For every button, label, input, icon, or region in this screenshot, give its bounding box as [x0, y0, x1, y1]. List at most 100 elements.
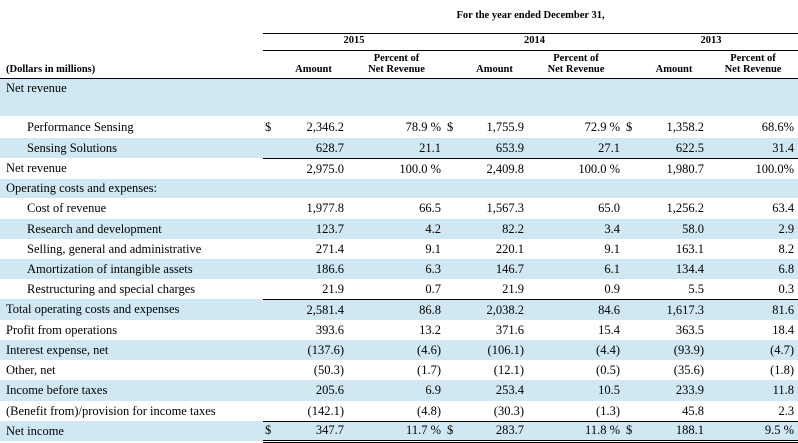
- percent-cell: [708, 78, 798, 97]
- amount-cell: (30.3): [461, 401, 528, 422]
- amount-cell: 123.7: [279, 219, 348, 239]
- spacer-row: [0, 97, 798, 116]
- amount-cell: 205.6: [279, 380, 348, 401]
- amount-cell: 146.7: [461, 259, 528, 279]
- amount-cell: 347.7: [279, 421, 348, 443]
- amount-cell: 58.0: [640, 219, 708, 239]
- amount-cell: (142.1): [279, 401, 348, 422]
- percent-cell: (4.7): [708, 340, 798, 360]
- percent-cell: 3.4: [528, 219, 624, 239]
- amount-cell: 1,617.3: [640, 299, 708, 320]
- percent-cell: 100.0 %: [399, 161, 441, 176]
- amount-cell: [279, 78, 348, 97]
- amount-cell: 2,346.2: [306, 119, 345, 134]
- percent-cell: (4.4): [528, 340, 624, 360]
- row-label: Profit from operations: [6, 322, 118, 337]
- amount-cell: 2,038.2: [461, 299, 528, 320]
- amount-cell: (137.6): [279, 340, 348, 360]
- row-label: Restructuring and special charges: [27, 281, 196, 296]
- currency-symbol: [624, 179, 640, 198]
- amount-cell: (93.9): [640, 340, 708, 360]
- column-header-amount-2014: Amount: [461, 49, 528, 79]
- row-label: Other, net: [6, 362, 56, 377]
- amount-cell: 2,409.8: [486, 161, 525, 176]
- amount-cell: (12.1): [493, 362, 524, 377]
- amount-cell: [640, 78, 708, 97]
- amount-cell: 21.9: [461, 279, 528, 300]
- percent-cell: 68.6%: [761, 119, 795, 134]
- currency-symbol: [445, 179, 461, 198]
- amount-cell: (106.1): [461, 340, 528, 360]
- amount-cell: [279, 179, 348, 198]
- currency-symbol: [624, 380, 640, 401]
- table-row: Performance Sensing $2,346.2 78.9 % $1,755.…: [0, 116, 798, 138]
- amount-cell: (35.6): [673, 362, 704, 377]
- currency-symbol: [624, 299, 640, 320]
- amount-cell: 1,755.9: [486, 119, 525, 134]
- percent-cell: 6.3: [348, 259, 445, 279]
- amount-cell: [640, 179, 708, 198]
- percent-cell: 10.5: [528, 380, 624, 401]
- amount-cell: 188.1: [640, 421, 708, 443]
- currency-symbol: [624, 279, 640, 300]
- table-row: Profit from operations 393.6 13.2 371.6 15.4…: [0, 320, 798, 340]
- currency-symbol: [445, 198, 461, 219]
- row-label: Total operating costs and expenses: [0, 299, 263, 320]
- currency-symbol: [624, 158, 640, 179]
- amount-cell: 271.4: [315, 241, 344, 256]
- row-label: Operating costs and expenses:: [0, 179, 263, 198]
- table-row: Restructuring and special charges 21.9 0.7…: [0, 279, 798, 300]
- percent-cell: 72.9 %: [584, 119, 620, 134]
- percent-cell: (0.5): [596, 362, 620, 377]
- amount-cell: 1,567.3: [486, 201, 525, 216]
- row-label: Selling, general and administrative: [27, 241, 202, 256]
- amount-cell: 628.7: [279, 138, 348, 159]
- currency-symbol: [445, 279, 461, 300]
- row-label: Performance Sensing: [27, 119, 134, 134]
- column-header-percent-2013: Percent of Net Revenue: [708, 49, 798, 79]
- percent-cell: 0.3: [708, 279, 798, 300]
- currency-symbol: [263, 219, 279, 239]
- percent-cell: [348, 179, 445, 198]
- amount-cell: 393.6: [315, 322, 344, 337]
- percent-cell: 2.3: [708, 401, 798, 422]
- percent-cell: 81.6: [708, 299, 798, 320]
- percent-cell: 31.4: [708, 138, 798, 159]
- row-label: Cost of revenue: [27, 201, 107, 216]
- percent-cell: 15.4: [598, 322, 620, 337]
- table-row: Interest expense, net (137.6) (4.6) (106.1)…: [0, 340, 798, 360]
- amount-cell: [279, 97, 348, 116]
- amount-cell: 283.7: [461, 421, 528, 443]
- currency-symbol: [263, 198, 279, 219]
- percent-cell: 9.5 %: [708, 421, 798, 443]
- currency-symbol: $: [445, 421, 461, 443]
- percent-cell: 11.8: [708, 380, 798, 401]
- table-row: Net revenue: [0, 78, 798, 97]
- percent-cell: (4.6): [348, 340, 445, 360]
- amount-cell: 2,975.0: [306, 161, 345, 176]
- percent-cell: 6.1: [528, 259, 624, 279]
- percent-cell: 2.9: [708, 219, 798, 239]
- amount-cell: 2,581.4: [279, 299, 348, 320]
- percent-cell: [528, 78, 624, 97]
- amount-cell: 45.8: [640, 401, 708, 422]
- period-heading: For the year ended December 31,: [456, 10, 605, 21]
- amount-cell: 233.9: [640, 380, 708, 401]
- percent-cell: 9.1: [425, 241, 441, 256]
- percent-cell: 9.1: [604, 241, 620, 256]
- amount-cell: [640, 97, 708, 116]
- table-row: Operating costs and expenses:: [0, 179, 798, 198]
- header-row-years: 2015 2014 2013: [0, 32, 798, 50]
- year-heading-2013: 2013: [624, 32, 798, 50]
- percent-cell: 11.7 %: [348, 421, 445, 443]
- percent-cell: 84.6: [528, 299, 624, 320]
- currency-symbol: $: [624, 421, 640, 443]
- row-label: Net revenue: [6, 161, 67, 176]
- currency-symbol: [445, 239, 461, 259]
- header-row-title: For the year ended December 31,: [0, 0, 798, 33]
- row-label: Net revenue: [0, 78, 263, 97]
- percent-cell: [708, 179, 798, 198]
- amount-cell: 1,358.2: [666, 119, 705, 134]
